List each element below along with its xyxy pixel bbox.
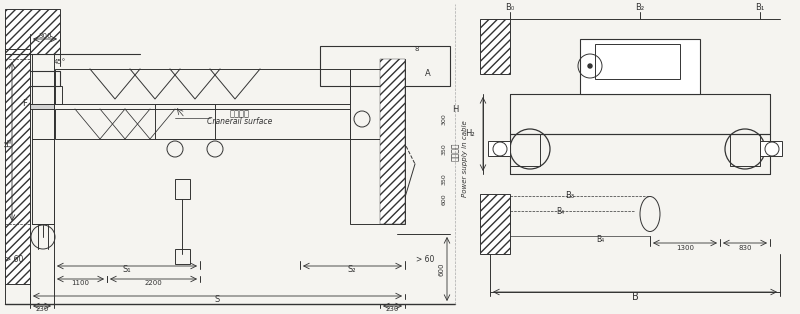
Bar: [22, 86, 62, 104]
Text: 350: 350: [442, 173, 446, 185]
Bar: [380, 59, 405, 224]
Text: B₃: B₃: [566, 192, 574, 201]
Text: > 60: > 60: [5, 255, 23, 263]
Bar: [5, 49, 30, 284]
Text: B₀: B₀: [506, 3, 514, 13]
Bar: [32, 54, 54, 139]
Text: 1100: 1100: [71, 280, 89, 286]
Bar: [55, 69, 350, 104]
Text: 600: 600: [442, 193, 446, 205]
Text: H₂: H₂: [466, 129, 475, 138]
Text: F: F: [22, 100, 27, 109]
Text: 大车轨面: 大车轨面: [230, 110, 250, 118]
Bar: [175, 249, 190, 264]
Text: 8: 8: [414, 46, 419, 52]
Bar: [350, 69, 380, 139]
Bar: [760, 141, 782, 156]
Bar: [30, 104, 54, 109]
Text: H₁: H₁: [5, 137, 14, 147]
Bar: [580, 39, 700, 94]
Bar: [595, 44, 680, 79]
Text: 2200: 2200: [144, 280, 162, 286]
Text: 600: 600: [439, 262, 445, 276]
Text: S₁: S₁: [122, 266, 131, 274]
Text: B₂: B₂: [635, 3, 645, 13]
Text: S: S: [214, 295, 220, 304]
Text: 300: 300: [442, 113, 446, 125]
Bar: [320, 46, 450, 86]
Text: A: A: [425, 69, 431, 78]
Text: 45°: 45°: [54, 59, 66, 65]
Text: 230: 230: [35, 306, 49, 312]
Bar: [488, 141, 510, 156]
Bar: [25, 71, 60, 86]
Circle shape: [588, 64, 592, 68]
Text: > 60: > 60: [416, 255, 434, 263]
Text: 350: 350: [442, 143, 446, 155]
Text: B₄: B₄: [596, 235, 604, 243]
Text: B₁: B₁: [755, 3, 765, 13]
Bar: [730, 134, 760, 166]
Bar: [175, 179, 190, 199]
Text: 1300: 1300: [676, 245, 694, 251]
Bar: [55, 109, 350, 139]
Bar: [32, 139, 54, 224]
Bar: [155, 104, 215, 139]
Bar: [510, 134, 770, 174]
Bar: [480, 19, 510, 74]
Text: Power supply in cable: Power supply in cable: [462, 121, 468, 198]
Text: 830: 830: [738, 245, 752, 251]
Text: 230: 230: [386, 306, 398, 312]
Text: B: B: [632, 292, 638, 302]
Bar: [510, 94, 770, 134]
Bar: [5, 9, 60, 54]
Text: S₂: S₂: [348, 266, 356, 274]
Text: B₄: B₄: [556, 207, 564, 215]
Text: H: H: [452, 105, 458, 113]
Text: 电缓电车: 电缓电车: [450, 143, 459, 161]
Bar: [380, 59, 405, 224]
Text: 300: 300: [38, 33, 52, 39]
Bar: [510, 134, 540, 166]
Text: Cranerail surface: Cranerail surface: [207, 116, 273, 126]
Bar: [350, 139, 380, 224]
Bar: [480, 194, 510, 254]
